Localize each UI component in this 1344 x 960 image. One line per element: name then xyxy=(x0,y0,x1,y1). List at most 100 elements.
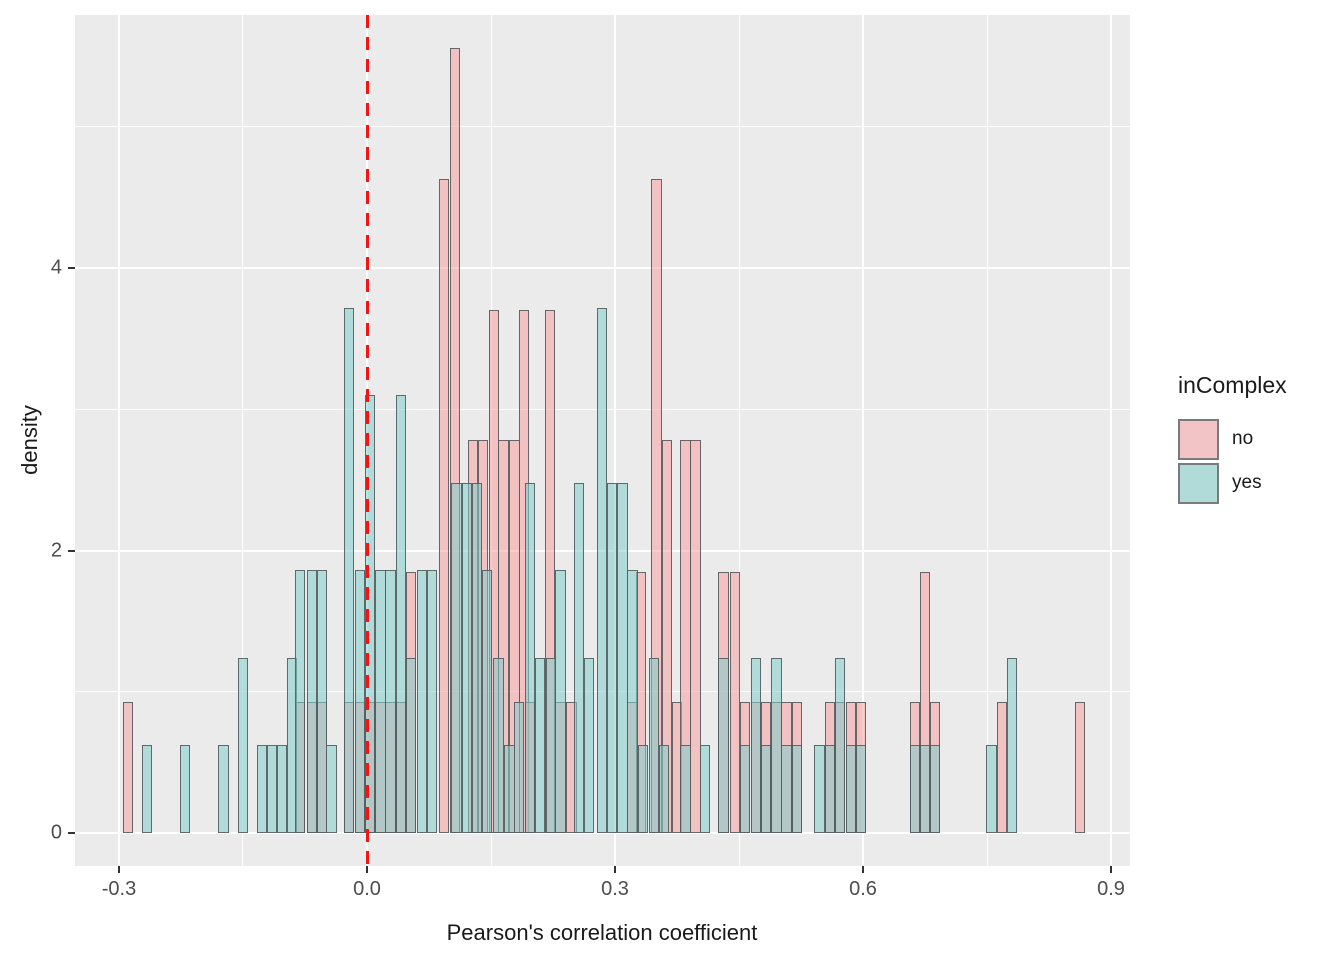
gridline-major-y xyxy=(75,267,1130,269)
histogram-bar-yes xyxy=(218,745,229,833)
histogram-bar-yes xyxy=(295,570,306,833)
x-tick-label: 0.0 xyxy=(353,878,381,900)
legend-entry-no: no xyxy=(1178,417,1287,461)
histogram-bar-yes xyxy=(238,657,249,833)
gridline-major-x xyxy=(117,15,120,866)
histogram-bar-yes xyxy=(929,745,941,833)
histogram-bar-yes xyxy=(142,745,153,833)
histogram-bar-yes xyxy=(481,570,493,833)
histogram-bar-yes xyxy=(606,482,618,833)
histogram-bar-yes xyxy=(834,657,846,833)
x-axis-title: Pearson's correlation coefficient xyxy=(446,920,758,945)
histogram-bar-yes xyxy=(573,482,584,833)
histogram-bar-yes xyxy=(534,657,546,833)
histogram-bar-yes xyxy=(375,570,386,833)
histogram-bar-yes xyxy=(986,745,997,833)
histogram-bar-yes xyxy=(385,570,396,833)
histogram-bar-yes xyxy=(266,745,278,833)
histogram-bar-yes xyxy=(416,570,427,833)
histogram-bar-no xyxy=(438,179,450,833)
histogram-bar-yes xyxy=(700,745,711,833)
histogram-bar-yes xyxy=(471,482,483,833)
histogram-bar-yes xyxy=(395,395,407,833)
histogram-bar-yes xyxy=(855,745,866,833)
histogram-bar-yes xyxy=(920,745,931,833)
histogram-bar-no xyxy=(1074,701,1085,833)
histogram-bar-yes xyxy=(680,745,691,833)
histogram-bar-no xyxy=(996,701,1008,833)
plot-panel xyxy=(75,15,1130,866)
histogram-bar-yes xyxy=(514,701,525,833)
histogram-bar-yes xyxy=(814,745,825,833)
legend-swatch-no-icon xyxy=(1178,418,1219,460)
histogram-bar-yes xyxy=(627,570,638,833)
histogram-bar-yes xyxy=(638,745,649,833)
gridline-major-x xyxy=(614,15,616,866)
histogram-bar-yes xyxy=(1006,657,1018,833)
x-tick-mark xyxy=(862,866,865,873)
histogram-bar-yes xyxy=(781,745,792,833)
legend-label-yes: yes xyxy=(1232,472,1262,493)
gridline-minor-x xyxy=(738,15,740,866)
x-tick-label: -0.3 xyxy=(101,878,137,900)
x-tick-mark xyxy=(366,866,368,873)
histogram-bar-yes xyxy=(524,482,536,833)
histogram-bar-yes xyxy=(257,745,268,833)
histogram-bar-yes xyxy=(555,570,566,833)
histogram-bar-yes xyxy=(326,745,337,833)
legend: inComplex no yes xyxy=(1178,372,1287,505)
histogram-bar-yes xyxy=(316,570,327,833)
histogram-bar-yes xyxy=(791,745,803,833)
histogram-bar-yes xyxy=(771,657,782,833)
legend-label-no: no xyxy=(1232,428,1254,449)
histogram-bar-yes xyxy=(426,570,437,833)
histogram-bar-yes xyxy=(451,482,462,833)
histogram-bar-yes xyxy=(760,745,771,833)
histogram-bar-no xyxy=(123,701,134,833)
y-tick-mark xyxy=(68,549,75,552)
histogram-bar-no xyxy=(729,571,741,833)
x-tick-label: 0.3 xyxy=(601,878,629,900)
histogram-bar-yes xyxy=(824,745,836,833)
histogram-bar-yes xyxy=(617,482,628,833)
histogram-bar-yes xyxy=(845,745,856,833)
legend-swatch-yes-icon xyxy=(1178,462,1219,504)
histogram-bar-yes xyxy=(910,745,921,833)
histogram-bar-yes xyxy=(364,395,375,833)
x-tick-mark xyxy=(1110,866,1113,873)
histogram-bar-yes xyxy=(343,307,355,833)
histogram-bar-yes xyxy=(739,745,751,833)
legend-title: inComplex xyxy=(1178,372,1287,398)
x-tick-mark xyxy=(117,866,120,873)
histogram-bar-yes xyxy=(180,745,191,833)
x-tick-label: 0.6 xyxy=(849,878,877,900)
histogram-bar-yes xyxy=(462,482,473,833)
y-tick-label: 4 xyxy=(50,256,62,279)
histogram-bar-yes xyxy=(276,745,288,833)
y-tick-label: 2 xyxy=(50,539,62,561)
y-tick-mark xyxy=(68,267,75,269)
gridline-minor-x xyxy=(242,15,244,866)
histogram-bar-yes xyxy=(648,657,660,833)
histogram-bar-yes xyxy=(405,657,417,833)
gridline-major-y xyxy=(75,832,1130,834)
gridline-major-x xyxy=(862,15,865,866)
histogram-bar-yes xyxy=(493,657,504,833)
gridline-minor-y xyxy=(75,126,1130,128)
zero-vline xyxy=(365,15,369,866)
histogram-bar-yes xyxy=(545,657,556,833)
gridline-minor-x xyxy=(986,15,988,866)
histogram-bar-yes xyxy=(504,745,515,833)
histogram-bar-yes xyxy=(583,657,594,833)
histogram-bar-yes xyxy=(306,570,317,833)
y-axis-title: density xyxy=(17,405,42,475)
legend-entry-yes: yes xyxy=(1178,461,1287,505)
histogram-bar-yes xyxy=(354,570,365,833)
y-tick-label: 0 xyxy=(50,821,62,844)
x-tick-mark xyxy=(614,866,616,873)
histogram-bar-yes xyxy=(718,657,729,833)
histogram-bar-yes xyxy=(596,307,608,833)
y-tick-mark xyxy=(68,832,75,834)
gridline-major-x xyxy=(1110,15,1113,866)
